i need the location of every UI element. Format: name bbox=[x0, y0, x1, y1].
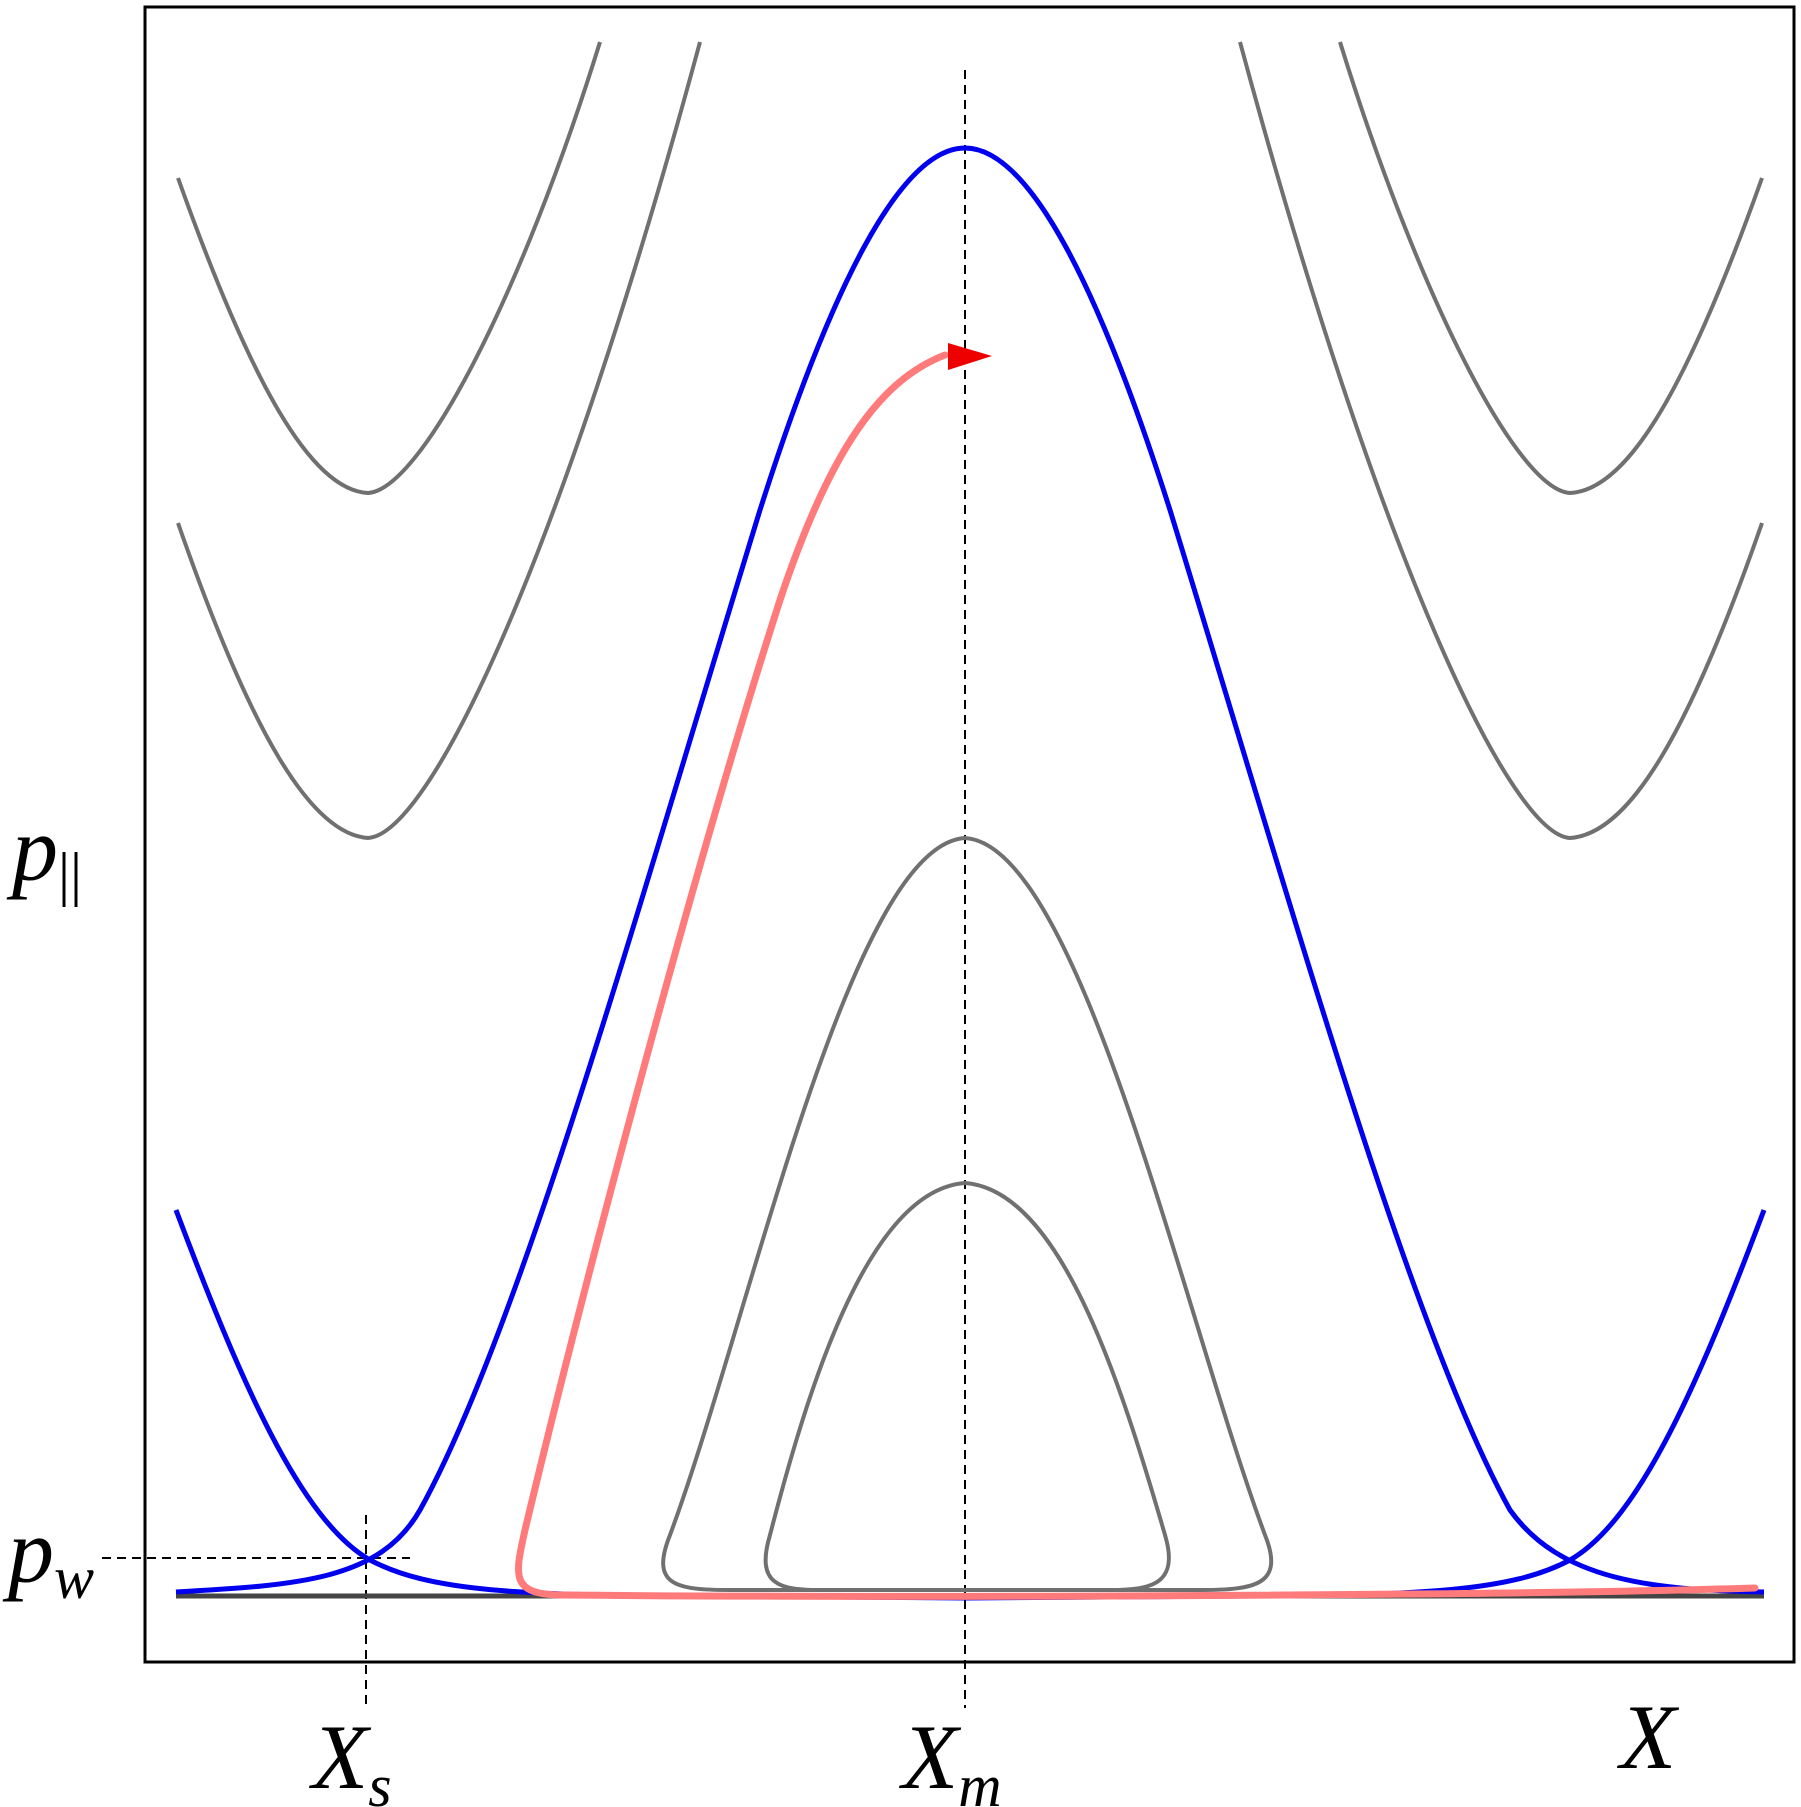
contour-inner-outer bbox=[661, 835, 1274, 1592]
xs-label: Xs bbox=[308, 1706, 392, 1807]
plot-frame bbox=[143, 5, 1796, 1664]
separatrix-central bbox=[175, 145, 1765, 1595]
pw-label-sub: w bbox=[54, 1545, 94, 1611]
y-axis-label: p|| bbox=[6, 798, 82, 907]
x-axis-label: X bbox=[1616, 1686, 1680, 1788]
contour-upper-right-1 bbox=[1338, 41, 1764, 496]
contour-upper-left-2 bbox=[176, 41, 702, 841]
separatrix-left bbox=[173, 1209, 966, 1601]
contour-upper-left-1 bbox=[176, 41, 602, 496]
pw-label: pw bbox=[2, 1500, 94, 1611]
contour-inner-small bbox=[763, 1180, 1171, 1592]
xm-label-sub: m bbox=[958, 1753, 1001, 1807]
separatrix-right bbox=[964, 1209, 1767, 1601]
xm-label: Xm bbox=[898, 1706, 1002, 1807]
contour-upper-right-2 bbox=[1238, 41, 1764, 841]
y-axis-label-sub: || bbox=[58, 841, 82, 907]
xs-label-sub: s bbox=[368, 1753, 391, 1807]
trajectory-curve bbox=[514, 351, 1759, 1600]
trajectory-arrow-head bbox=[948, 343, 992, 370]
